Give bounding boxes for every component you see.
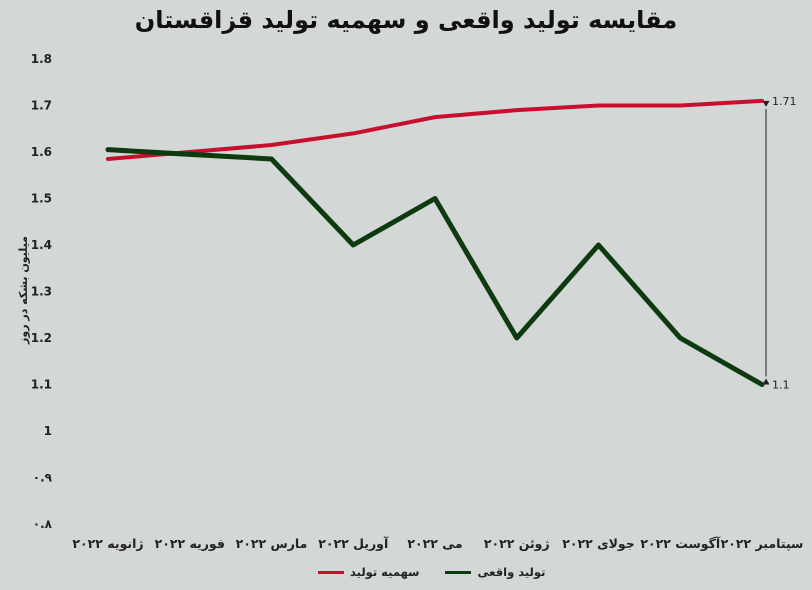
x-tick-label: می ۲۰۲۲ <box>407 536 462 551</box>
y-tick-label: ۰.۸ <box>33 517 53 531</box>
y-tick-label: 1.1 <box>31 378 52 392</box>
x-tick-label: جولای ۲۰۲۲ <box>562 536 635 551</box>
legend-item-quota: سهمیه تولید <box>318 565 419 579</box>
x-tick-label: ژوئن ۲۰۲۲ <box>484 536 550 551</box>
x-tick-label: آوریل ۲۰۲۲ <box>318 536 389 551</box>
legend-label-quota: سهمیه تولید <box>350 565 420 579</box>
y-tick-label: 1.2 <box>31 331 52 345</box>
data-label-actual-last: 1.1 <box>772 379 790 392</box>
series-line-actual <box>105 147 765 387</box>
gap-arrow-head-top <box>762 100 770 107</box>
legend-swatch-actual <box>445 570 472 574</box>
y-tick-label: 1.8 <box>31 52 52 66</box>
x-tick-label: ژانویه ۲۰۲۲ <box>72 536 143 551</box>
y-tick-label: 1.7 <box>31 99 52 113</box>
legend: سهمیه تولید تولید واقعی <box>318 565 545 579</box>
x-tick-label: سپتامبر ۲۰۲۲ <box>721 536 804 551</box>
y-tick-label: 1.3 <box>31 285 52 299</box>
legend-item-actual: تولید واقعی <box>445 565 545 579</box>
x-tick-label: فوریه ۲۰۲۲ <box>155 536 225 551</box>
series-line-quota <box>106 98 764 161</box>
legend-label-actual: تولید واقعی <box>477 565 546 579</box>
y-tick-label: ۰.۹ <box>33 471 53 485</box>
x-tick-label: مارس ۲۰۲۲ <box>236 536 308 551</box>
y-tick-label: 1 <box>44 424 52 438</box>
y-tick-label: 1.5 <box>31 192 52 206</box>
y-axis-label: میلیون بشکه در روز <box>17 236 30 345</box>
gap-arrow-head-bottom <box>762 378 770 385</box>
y-tick-label: 1.4 <box>31 238 52 252</box>
legend-swatch-quota <box>318 570 344 574</box>
x-tick-label: آگوست ۲۰۲۲ <box>640 536 721 551</box>
chart-title: مقایسه تولید واقعی و سهمیه تولید قزاقستا… <box>134 6 678 34</box>
y-tick-label: 1.6 <box>31 145 52 159</box>
data-label-quota-last: 1.71 <box>772 95 797 108</box>
